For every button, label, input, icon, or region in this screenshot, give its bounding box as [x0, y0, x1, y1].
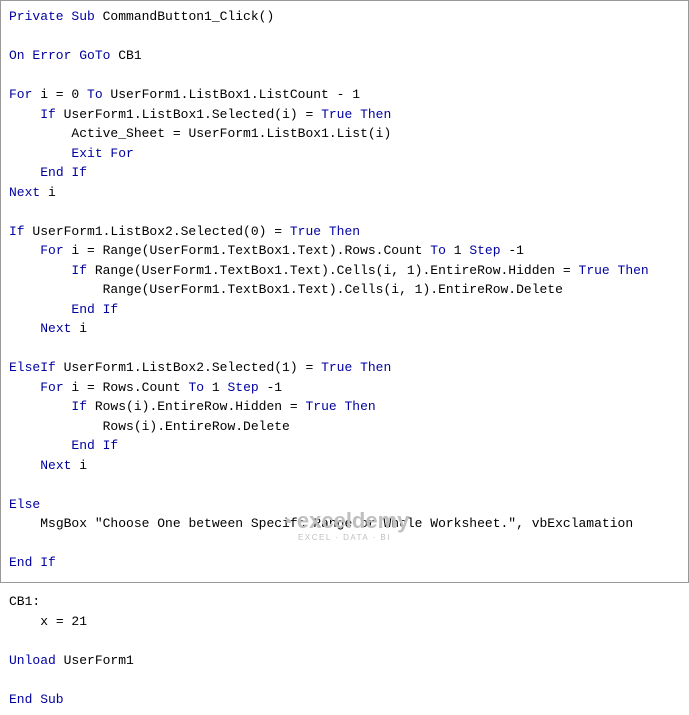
vba-code-block: Private Sub CommandButton1_Click() On Er… [1, 1, 688, 715]
